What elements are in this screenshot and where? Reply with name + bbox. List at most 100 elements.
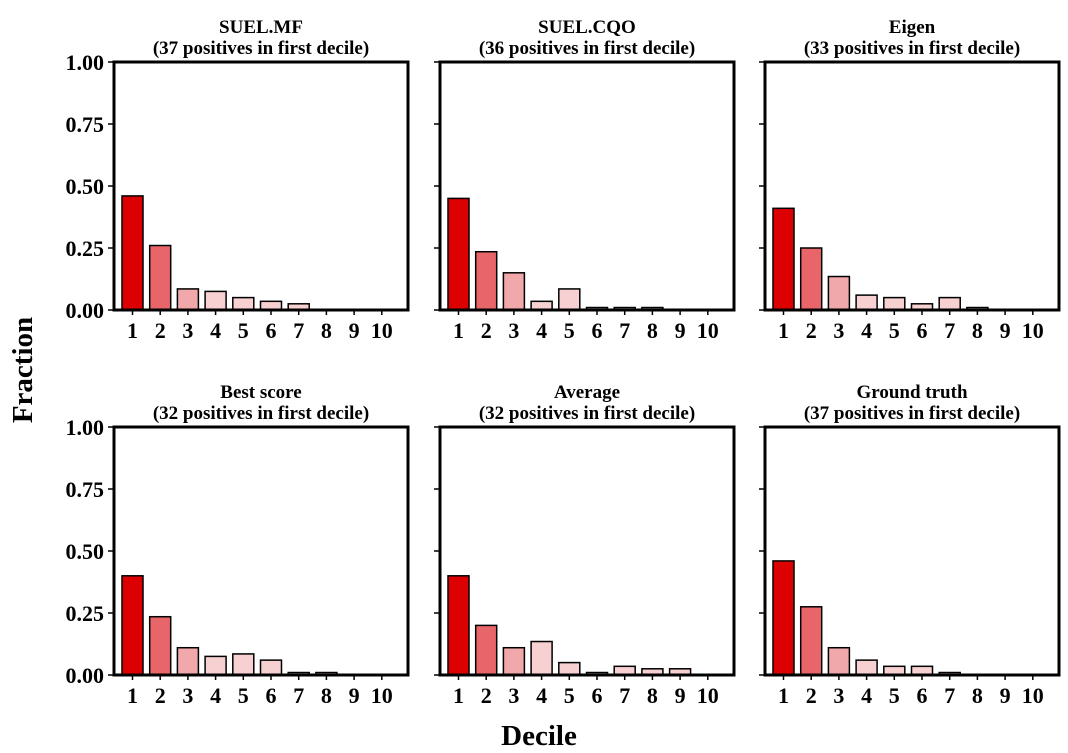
bar — [474, 624, 498, 676]
subplot-subtitle: (32 positives in first decile) — [153, 403, 369, 424]
x-tick-label: 10 — [697, 683, 719, 708]
subplot-title: Best score — [220, 382, 301, 403]
x-tick-label: 3 — [508, 318, 519, 343]
x-tick-label: 7 — [619, 318, 630, 343]
subplot-title: SUEL.CQO — [538, 17, 636, 38]
x-tick-label: 1 — [453, 318, 464, 343]
subplot-subtitle: (36 positives in first decile) — [479, 38, 695, 59]
subplot: Best score(32 positives in first decile)… — [66, 382, 410, 708]
subplot-subtitle: (33 positives in first decile) — [804, 38, 1020, 59]
y-tick-label: 0.50 — [66, 174, 105, 199]
x-tick-label: 8 — [647, 683, 658, 708]
x-tick-label: 2 — [481, 683, 492, 708]
bar — [502, 272, 526, 311]
x-tick-label: 3 — [182, 683, 193, 708]
x-tick-label: 2 — [806, 318, 817, 343]
subplot-title: Eigen — [889, 17, 936, 38]
x-tick-label: 8 — [972, 318, 983, 343]
x-tick-label: 7 — [293, 318, 304, 343]
x-tick-label: 6 — [266, 683, 277, 708]
bar — [799, 606, 823, 676]
subplot-title: Ground truth — [856, 382, 967, 403]
bar — [938, 296, 961, 311]
subplot: Average(32 positives in first decile) 1 2 3… — [434, 382, 736, 708]
x-tick-label: 3 — [182, 318, 193, 343]
x-tick-label: 9 — [1000, 683, 1011, 708]
bar — [121, 195, 144, 311]
subplot-title: SUEL.MF — [219, 17, 303, 38]
subplot: SUEL.CQO(36 positives in first decile) 1 2… — [434, 17, 736, 343]
x-tick-label: 8 — [972, 683, 983, 708]
bar — [558, 288, 581, 311]
subplot-subtitle: (37 positives in first decile) — [153, 38, 369, 59]
y-tick-label: 1.00 — [66, 50, 105, 75]
x-tick-label: 5 — [889, 683, 900, 708]
x-tick-label: 2 — [481, 318, 492, 343]
bar — [148, 244, 172, 311]
x-tick-label: 7 — [619, 683, 630, 708]
bar — [204, 290, 227, 311]
x-tick-label: 10 — [371, 318, 393, 343]
panels: SUEL.MF(37 positives in first decile)1 2 3… — [66, 17, 1061, 708]
bar — [204, 655, 227, 676]
bar — [232, 296, 255, 311]
y-axis-label: Fraction — [7, 317, 39, 423]
y-tick-label: 1.00 — [66, 415, 105, 440]
y-tick-label: 0.75 — [66, 112, 105, 137]
bar — [176, 288, 200, 311]
x-tick-label: 5 — [564, 318, 575, 343]
x-tick-label: 4 — [210, 683, 221, 708]
bar — [259, 659, 283, 676]
x-tick-label: 8 — [321, 683, 332, 708]
x-tick-label: 9 — [1000, 318, 1011, 343]
bar — [447, 575, 470, 676]
bar — [176, 646, 200, 676]
x-tick-label: 1 — [778, 683, 789, 708]
x-tick-label: 9 — [349, 683, 360, 708]
bar — [148, 615, 172, 676]
bar — [502, 646, 526, 676]
bar — [474, 250, 498, 311]
x-tick-label: 6 — [266, 318, 277, 343]
plot-frame — [112, 60, 410, 312]
x-tick-label: 3 — [833, 318, 844, 343]
y-tick-label: 0.75 — [66, 477, 105, 502]
subplot-subtitle: (37 positives in first decile) — [804, 403, 1020, 424]
bar — [855, 294, 878, 311]
bar — [827, 275, 851, 311]
x-tick-label: 6 — [917, 318, 928, 343]
x-tick-label: 3 — [508, 683, 519, 708]
x-tick-label: 4 — [536, 683, 547, 708]
x-tick-label: 4 — [861, 318, 872, 343]
bar — [772, 560, 795, 676]
y-tick-label: 0.50 — [66, 539, 105, 564]
bar — [855, 659, 878, 676]
x-tick-label: 10 — [371, 683, 393, 708]
x-tick-label: 7 — [944, 683, 955, 708]
x-tick-label: 3 — [833, 683, 844, 708]
x-tick-label: 1 — [778, 318, 789, 343]
x-tick-label: 4 — [210, 318, 221, 343]
bar — [558, 661, 581, 676]
x-tick-label: 5 — [238, 318, 249, 343]
bar — [827, 646, 851, 676]
x-tick-label: 10 — [697, 318, 719, 343]
x-tick-label: 6 — [592, 318, 603, 343]
x-tick-label: 9 — [349, 318, 360, 343]
subplot: Eigen(33 positives in first decile) 1 2 3 4 5… — [759, 17, 1061, 343]
x-tick-label: 4 — [536, 318, 547, 343]
x-tick-label: 5 — [889, 318, 900, 343]
x-tick-label: 8 — [321, 318, 332, 343]
bar — [232, 653, 255, 676]
plot-frame — [763, 60, 1061, 312]
x-tick-label: 1 — [127, 318, 138, 343]
x-tick-label: 1 — [453, 683, 464, 708]
subplot: Ground truth(37 positives in first decil… — [759, 382, 1061, 708]
plot-frame — [112, 425, 410, 677]
x-tick-label: 2 — [155, 683, 166, 708]
subplot-subtitle: (32 positives in first decile) — [479, 403, 695, 424]
subplot-title: Average — [554, 382, 620, 403]
x-tick-label: 6 — [592, 683, 603, 708]
x-tick-label: 5 — [564, 683, 575, 708]
x-tick-label: 1 — [127, 683, 138, 708]
